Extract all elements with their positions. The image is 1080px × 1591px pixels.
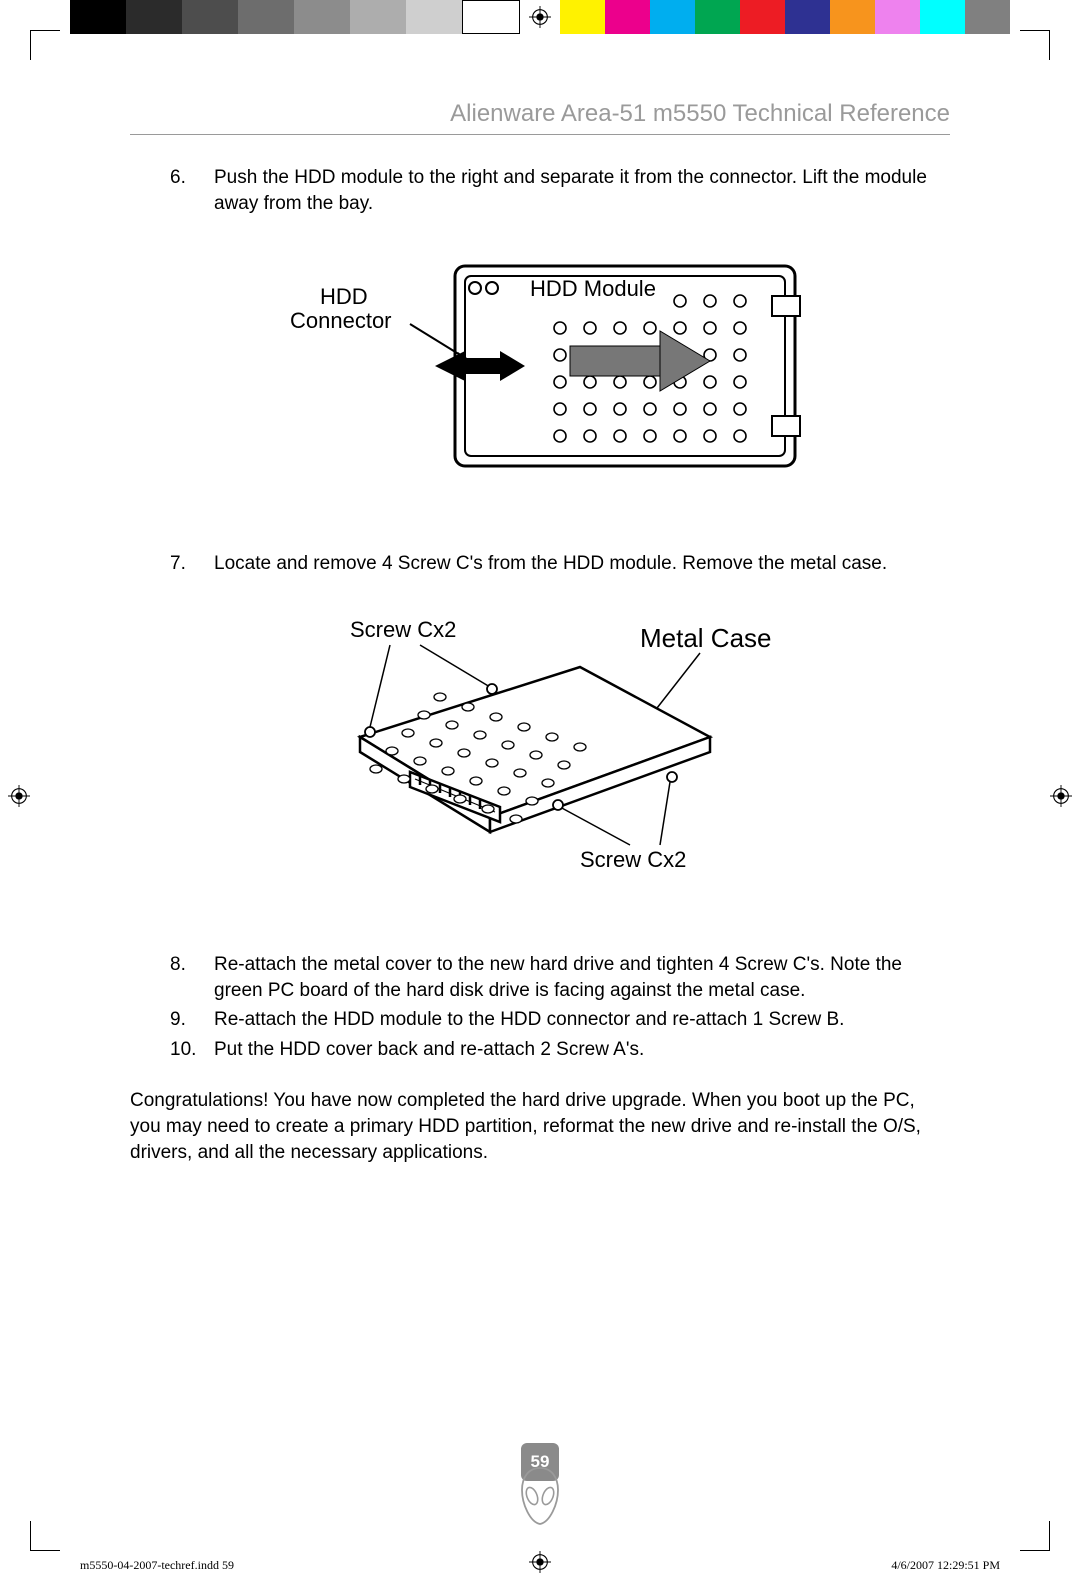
svg-text:Metal Case: Metal Case — [640, 623, 772, 653]
page-title: Alienware Area-51 m5550 Technical Refere… — [130, 100, 950, 135]
figure-label: HDD Module — [530, 276, 656, 301]
crop-mark-icon — [30, 1521, 60, 1551]
step-text: Re-attach the metal cover to the new har… — [214, 952, 950, 1003]
registration-mark-icon — [8, 785, 30, 807]
crop-mark-icon — [1020, 1521, 1050, 1551]
step-item: 7. Locate and remove 4 Screw C's from th… — [170, 551, 950, 577]
page-content: Alienware Area-51 m5550 Technical Refere… — [60, 60, 1020, 1521]
step-number: 7. — [170, 551, 214, 577]
step-number: 9. — [170, 1007, 214, 1033]
closing-paragraph: Congratulations! You have now completed … — [130, 1088, 950, 1165]
svg-text:Screw Cx2: Screw Cx2 — [350, 617, 456, 642]
crop-mark-icon — [30, 30, 60, 60]
figure-hdd-module: HDD Module HDD Connector — [130, 246, 950, 491]
footer-filename: m5550-04-2007-techref.indd 59 — [80, 1558, 234, 1573]
step-number: 6. — [170, 165, 214, 216]
registration-mark-icon — [529, 6, 551, 28]
print-footer: m5550-04-2007-techref.indd 59 4/6/2007 1… — [80, 1558, 1000, 1573]
svg-text:Screw Cx2: Screw Cx2 — [580, 847, 686, 872]
step-text: Re-attach the HDD module to the HDD conn… — [214, 1007, 950, 1033]
step-text: Locate and remove 4 Screw C's from the H… — [214, 551, 950, 577]
step-item: 10. Put the HDD cover back and re-attach… — [170, 1037, 950, 1063]
footer-timestamp: 4/6/2007 12:29:51 PM — [891, 1558, 1000, 1573]
step-item: 8. Re-attach the metal cover to the new … — [170, 952, 950, 1003]
step-number: 8. — [170, 952, 214, 1003]
step-text: Put the HDD cover back and re-attach 2 S… — [214, 1037, 950, 1063]
step-item: 6. Push the HDD module to the right and … — [170, 165, 950, 216]
registration-mark-icon — [1050, 785, 1072, 807]
figure-metal-case: Screw Cx2 Metal Case Screw Cx2 — [130, 607, 950, 892]
step-item: 9. Re-attach the HDD module to the HDD c… — [170, 1007, 950, 1033]
step-number: 10. — [170, 1037, 214, 1063]
step-text: Push the HDD module to the right and sep… — [214, 165, 950, 216]
svg-text:HDD Connector: HDD Connector — [290, 284, 392, 333]
crop-mark-icon — [1020, 30, 1050, 60]
alienware-logo-icon — [514, 1466, 566, 1531]
